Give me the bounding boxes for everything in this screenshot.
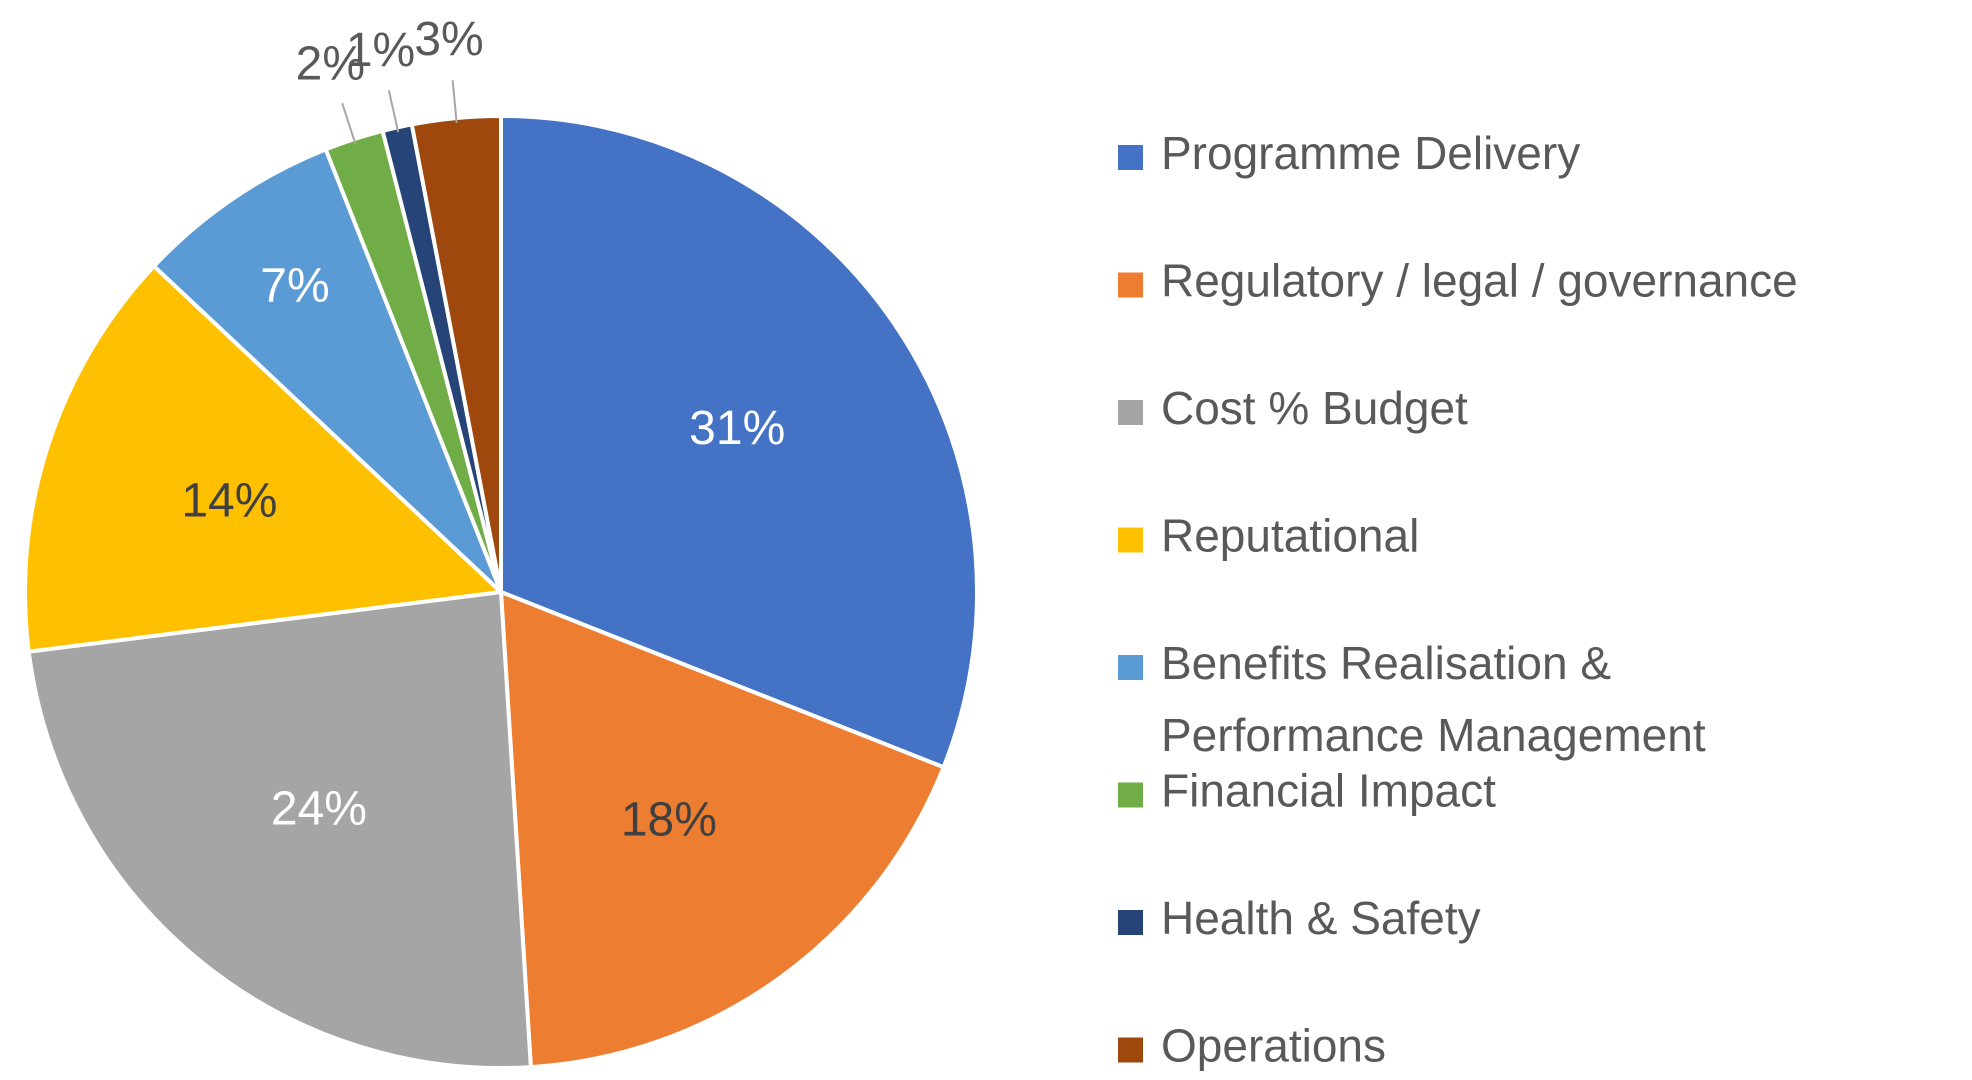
pie-slice — [151, 146, 503, 594]
legend-label: Reputational — [1161, 510, 1419, 562]
data-label: 3% — [414, 13, 483, 66]
legend-swatch — [1118, 527, 1143, 553]
legend-label: Health & Safety — [1161, 892, 1481, 944]
legend-label: Cost % Budget — [1161, 382, 1468, 434]
data-label: 14% — [181, 474, 277, 527]
legend-swatch — [1118, 782, 1143, 808]
data-label: 24% — [271, 783, 367, 836]
legend-swatch — [1118, 400, 1143, 425]
legend-label: Financial Impact — [1161, 765, 1496, 817]
legend-swatch — [1118, 272, 1143, 298]
data-label: 1% — [346, 24, 415, 77]
pie-slice — [23, 263, 506, 654]
leader-line — [341, 102, 357, 145]
data-label: 31% — [689, 402, 785, 455]
pie-slice — [26, 589, 534, 1070]
legend-swatch — [1118, 910, 1143, 935]
legend-label: Operations — [1161, 1020, 1386, 1072]
pie-slice — [498, 588, 947, 1070]
legend-swatch — [1118, 1037, 1143, 1063]
data-label: 2% — [296, 38, 365, 91]
leader-line — [451, 80, 458, 123]
legend-label: Programme Delivery — [1161, 127, 1580, 179]
leader-line — [387, 90, 400, 133]
legend-swatch — [1118, 145, 1143, 170]
legend-swatch — [1118, 655, 1143, 680]
legend-label: Benefits Realisation & Performance Manage… — [1161, 637, 1706, 761]
data-label: 18% — [621, 794, 717, 847]
pie-slice — [499, 113, 979, 770]
data-label: 7% — [260, 260, 329, 313]
legend-label: Regulatory / legal / governance — [1161, 255, 1798, 307]
